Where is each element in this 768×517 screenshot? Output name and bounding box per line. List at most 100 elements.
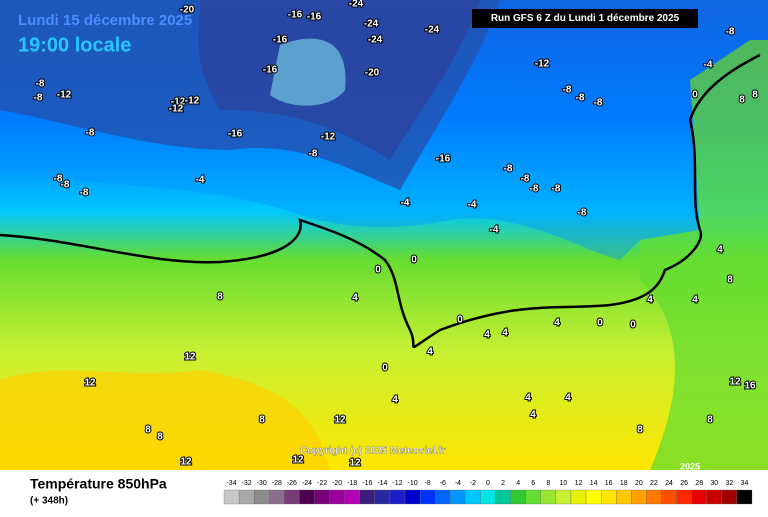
scale-label: 16 <box>605 480 613 487</box>
scale-label: 8 <box>546 480 550 487</box>
isotherm-label: 8 <box>637 425 643 436</box>
isotherm-label: -8 <box>578 208 587 219</box>
isotherm-label: -8 <box>61 180 70 191</box>
isotherm-label: -8 <box>576 93 585 104</box>
scale-swatch <box>721 489 738 505</box>
isotherm-label: 0 <box>692 90 698 101</box>
isotherm-label: 4 <box>647 295 653 306</box>
scale-label: -14 <box>377 480 387 487</box>
scale-label: -6 <box>440 480 446 487</box>
isotherm-label: 4 <box>484 330 490 341</box>
isotherm-label: -8 <box>54 174 63 185</box>
scale-swatch <box>344 489 360 505</box>
scale-label: 14 <box>590 480 598 487</box>
isotherm-label: -20 <box>180 5 195 16</box>
scale-swatch <box>631 489 647 505</box>
isotherm-label: -8 <box>309 149 318 160</box>
isotherm-label: 12 <box>334 415 346 426</box>
scale-swatch <box>585 489 602 505</box>
scale-swatch <box>450 489 466 505</box>
footer-title: Température 850hPa <box>30 476 167 492</box>
coldest-core <box>270 38 346 106</box>
isotherm-label: -4 <box>196 175 205 186</box>
isotherm-label: 4 <box>530 410 536 421</box>
isotherm-label: 12 <box>292 455 304 466</box>
scale-label: 32 <box>725 480 733 487</box>
scale-swatch <box>389 489 406 505</box>
isotherm-label: 8 <box>217 292 223 303</box>
scale-swatch <box>284 489 300 505</box>
scale-label: 24 <box>665 480 673 487</box>
scale-label: 0 <box>486 480 490 487</box>
date: Lundi 15 décembre 2025 <box>18 12 192 29</box>
scale-label: 4 <box>516 480 520 487</box>
scale-swatch <box>254 489 270 505</box>
scale-swatch <box>329 489 345 505</box>
scale-label: -30 <box>257 480 267 487</box>
scale-label: -22 <box>317 480 327 487</box>
scale-label: 10 <box>560 480 568 487</box>
warm-region <box>0 370 330 470</box>
isotherm-label: 4 <box>352 293 358 304</box>
scale-label: -26 <box>287 480 297 487</box>
isotherm-label: 4 <box>692 295 698 306</box>
isotherm-label: 4 <box>525 393 531 404</box>
scale-swatch <box>676 489 692 505</box>
year: 2025 <box>680 461 700 471</box>
isotherm-label: -12 <box>185 96 200 107</box>
isotherm-label: -24 <box>368 35 383 46</box>
scale-swatch <box>661 489 677 505</box>
isotherm-label: 8 <box>259 415 265 426</box>
scale-label: -16 <box>362 480 372 487</box>
isotherm-label: 8 <box>727 275 733 286</box>
scale-swatch <box>314 489 330 505</box>
isotherm-label: -16 <box>436 154 451 165</box>
scale-swatch <box>706 489 722 505</box>
isotherm-label: -4 <box>704 60 713 71</box>
scale-swatch <box>570 489 587 505</box>
isotherm-label: -8 <box>726 27 735 38</box>
isotherm-label: -8 <box>34 93 43 104</box>
isotherm-label: 4 <box>554 318 560 329</box>
scale-swatch <box>374 489 391 505</box>
isotherm-label: -12 <box>57 90 72 101</box>
isotherm-label: 4 <box>565 393 571 404</box>
isotherm-label: -8 <box>504 164 513 175</box>
scale-label: 18 <box>620 480 628 487</box>
scale-swatch <box>510 489 526 505</box>
scale-label: -10 <box>408 480 418 487</box>
isotherm-label: 8 <box>707 415 713 426</box>
scale-swatch <box>736 489 753 505</box>
scale-swatch <box>480 489 496 505</box>
lead-time: (+ 348h) <box>30 496 68 507</box>
isotherm-label: -8 <box>530 184 539 195</box>
scale-swatch <box>299 489 315 505</box>
copyright: Copyright (c) 2025 Meteociel.fr <box>300 446 446 457</box>
scale-label: 20 <box>635 480 643 487</box>
scale-label: 12 <box>575 480 583 487</box>
isotherm-label: 12 <box>349 458 361 469</box>
isotherm-label: -24 <box>425 25 440 36</box>
isotherm-label: -12 <box>535 59 550 70</box>
scale-swatch <box>555 489 572 505</box>
scale-swatch <box>691 489 707 505</box>
isotherm-label: -12 <box>171 97 186 108</box>
isotherm-label: 0 <box>597 318 603 329</box>
scale-label: -8 <box>425 480 431 487</box>
scale-swatch <box>465 489 481 505</box>
isotherm-label: -16 <box>228 129 243 140</box>
isotherm-label: 4 <box>717 245 723 256</box>
isotherm-label: 8 <box>739 95 745 106</box>
isotherm-label: -16 <box>273 35 288 46</box>
scale-label: -2 <box>470 480 476 487</box>
scale-label: -32 <box>242 480 252 487</box>
scale-swatch <box>359 489 376 505</box>
isotherm-label: -8 <box>563 85 572 96</box>
isotherm-label: 4 <box>392 395 398 406</box>
scale-label: -12 <box>392 480 402 487</box>
scale-swatch <box>646 489 662 505</box>
isotherm-label: 0 <box>375 265 381 276</box>
scale-label: 26 <box>680 480 688 487</box>
scale-label: 22 <box>650 480 658 487</box>
isotherm-label: 8 <box>145 425 151 436</box>
